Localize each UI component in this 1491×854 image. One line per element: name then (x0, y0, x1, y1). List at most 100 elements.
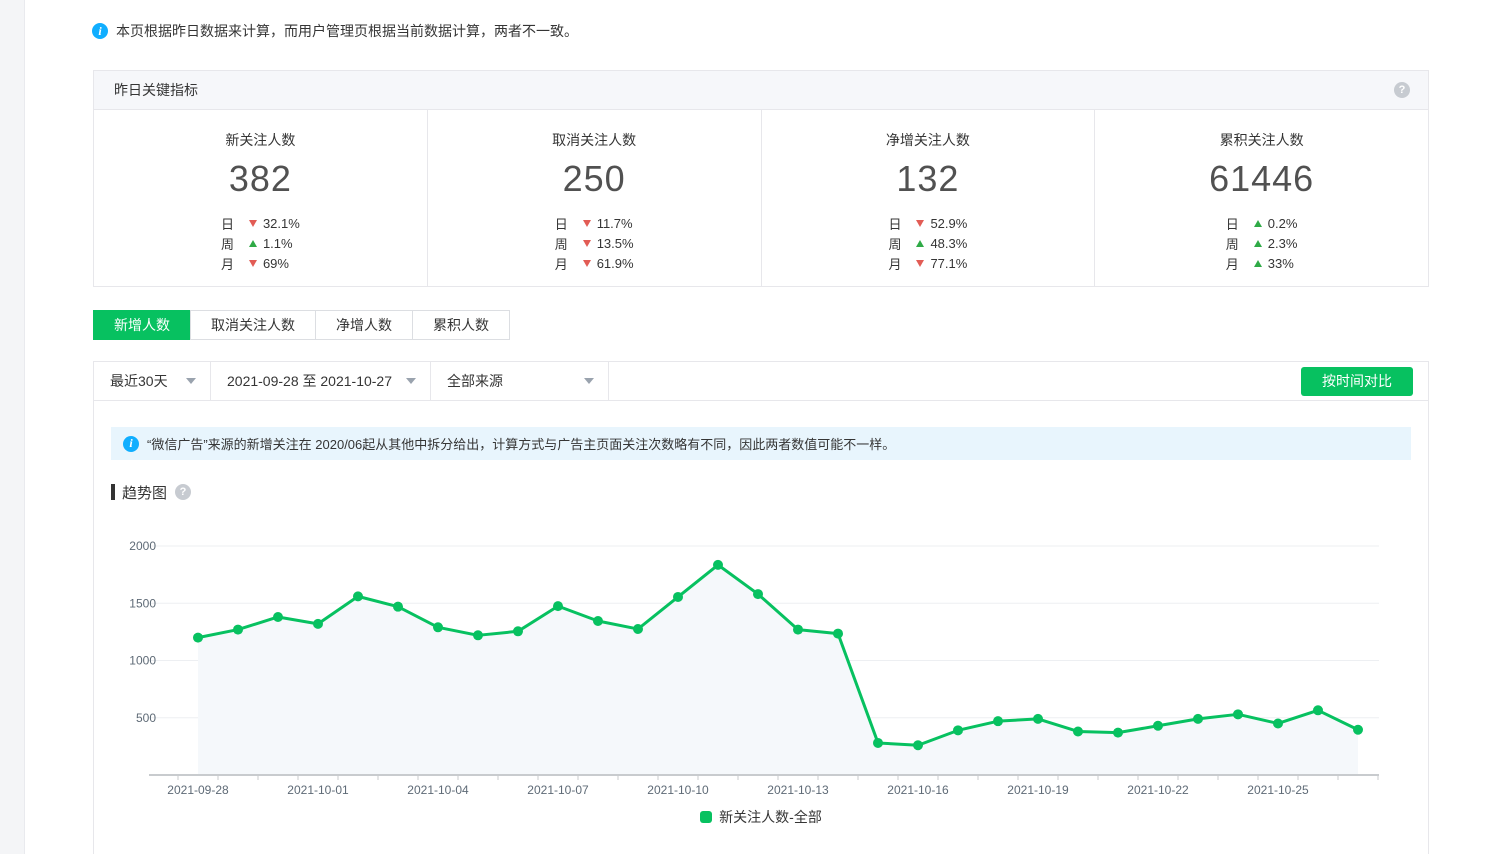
data-point[interactable] (233, 624, 243, 635)
trend-percent: 52.9% (930, 215, 968, 231)
data-point[interactable] (793, 624, 803, 635)
date-preset-dropdown[interactable]: 最近30天 (94, 362, 211, 400)
metric-card-net-increase: 净增关注人数 132 日 52.9% 周 48.3% 月 77.1% (760, 110, 1095, 286)
trend-period-label: 月 (554, 256, 568, 272)
data-point[interactable] (513, 626, 523, 637)
trend-row: 日 0.2% (1226, 213, 1298, 233)
data-point[interactable] (633, 624, 643, 635)
trend-row: 周 1.1% (221, 233, 300, 253)
data-point[interactable] (833, 628, 843, 639)
x-axis-label: 2021-10-04 (407, 783, 469, 797)
data-point[interactable] (393, 601, 403, 612)
data-point[interactable] (1233, 709, 1243, 720)
tab-unfollows[interactable]: 取消关注人数 (190, 310, 316, 340)
compare-by-time-button[interactable]: 按时间对比 (1301, 366, 1413, 396)
date-preset-value: 最近30天 (110, 373, 168, 389)
y-axis-label: 1000 (129, 654, 156, 668)
metric-value: 250 (562, 158, 626, 199)
metric-trends: 日 52.9% 周 48.3% 月 77.1% (888, 213, 967, 273)
trend-arrow-icon (1253, 239, 1262, 247)
trend-arrow-icon (248, 239, 257, 247)
trend-arrow-icon (248, 219, 257, 227)
trend-percent: 1.1% (262, 235, 293, 251)
tab-new-followers[interactable]: 新增人数 (93, 310, 191, 340)
trend-period-label: 日 (888, 216, 902, 232)
trend-arrow-icon (582, 239, 591, 247)
data-point[interactable] (1073, 726, 1083, 737)
trend-row: 日 11.7% (555, 213, 634, 233)
yesterday-metrics-panel: 昨日关键指标 ? 新关注人数 382 日 32.1% 周 1.1% 月 69% … (93, 70, 1429, 287)
x-axis-label: 2021-10-22 (1127, 783, 1189, 797)
trend-area (198, 564, 1358, 775)
data-point[interactable] (1113, 727, 1123, 738)
metric-title: 累积关注人数 (1219, 132, 1304, 148)
date-range-dropdown[interactable]: 2021-09-28 至 2021-10-27 (211, 362, 431, 400)
question-mark-icon[interactable]: ? (1394, 82, 1410, 98)
data-point[interactable] (1313, 705, 1323, 716)
trend-percent: 32.1% (262, 215, 300, 231)
data-point[interactable] (713, 559, 723, 570)
info-icon: i (123, 435, 139, 452)
data-point[interactable] (1153, 720, 1163, 731)
trend-percent: 11.7% (596, 215, 633, 231)
data-point[interactable] (1353, 724, 1363, 735)
metric-value: 132 (896, 158, 960, 199)
trend-period-label: 周 (888, 236, 902, 252)
tab-net-increase[interactable]: 净增人数 (315, 310, 413, 340)
data-point[interactable] (553, 601, 563, 612)
trend-period-label: 日 (554, 216, 568, 232)
data-point[interactable] (1033, 713, 1043, 724)
chevron-down-icon (186, 378, 196, 384)
trend-chart[interactable]: 500 1000 1500 2000 2021-09-28 2021-10-01 2021-… (94, 533, 1428, 805)
source-dropdown[interactable]: 全部来源 (431, 362, 609, 400)
data-point[interactable] (753, 589, 763, 600)
page-note-text: 本页根据昨日数据来计算，而用户管理页根据当前数据计算，两者不一致。 (116, 23, 578, 39)
x-axis-label: 2021-10-16 (887, 783, 949, 797)
trend-period-label: 月 (888, 256, 902, 272)
trend-row: 月 77.1% (888, 253, 967, 273)
trend-percent: 77.1% (930, 255, 968, 271)
y-axis-label: 500 (136, 711, 156, 725)
metrics-panel-header: 昨日关键指标 ? (94, 71, 1428, 110)
y-axis-label: 2000 (129, 539, 156, 553)
metric-card-new-followers: 新关注人数 382 日 32.1% 周 1.1% 月 69% (94, 110, 427, 286)
question-mark-icon[interactable]: ? (175, 484, 192, 500)
trend-percent: 0.2% (1267, 215, 1298, 231)
trend-arrow-icon (1253, 219, 1262, 227)
trend-period-label: 月 (1225, 256, 1239, 272)
data-point[interactable] (1193, 713, 1203, 724)
trend-period-label: 月 (220, 256, 234, 272)
metric-title: 净增关注人数 (885, 132, 970, 148)
data-point[interactable] (193, 632, 203, 643)
data-point[interactable] (993, 716, 1003, 727)
metrics-panel-title: 昨日关键指标 (114, 82, 198, 98)
trend-arrow-icon (582, 259, 591, 267)
trend-row: 月 69% (221, 253, 300, 273)
trend-arrow-icon (248, 259, 257, 267)
data-point[interactable] (273, 611, 283, 622)
chart-legend[interactable]: 新关注人数-全部 (94, 807, 1428, 827)
page-note: i 本页根据昨日数据来计算，而用户管理页根据当前数据计算，两者不一致。 (92, 21, 578, 41)
tab-cumulative[interactable]: 累积人数 (412, 310, 510, 340)
data-point[interactable] (593, 615, 603, 626)
data-point[interactable] (913, 740, 923, 751)
data-point[interactable] (1273, 718, 1283, 729)
trend-period-label: 日 (1225, 216, 1239, 232)
metric-title: 新关注人数 (225, 132, 296, 148)
data-point[interactable] (313, 618, 323, 629)
data-point[interactable] (873, 737, 883, 748)
data-point[interactable] (953, 725, 963, 736)
x-axis-label: 2021-10-10 (647, 783, 709, 797)
chevron-down-icon (584, 378, 594, 384)
data-point[interactable] (473, 630, 483, 641)
data-point[interactable] (673, 591, 683, 602)
x-axis-label: 2021-10-25 (1247, 783, 1309, 797)
trend-row: 日 52.9% (888, 213, 967, 233)
x-axis-label: 2021-10-07 (527, 783, 589, 797)
x-axis-label: 2021-10-13 (767, 783, 829, 797)
data-point[interactable] (433, 622, 443, 633)
trend-percent: 2.3% (1267, 235, 1298, 251)
info-icon: i (92, 23, 108, 39)
trend-percent: 69% (262, 255, 289, 271)
data-point[interactable] (353, 591, 363, 602)
